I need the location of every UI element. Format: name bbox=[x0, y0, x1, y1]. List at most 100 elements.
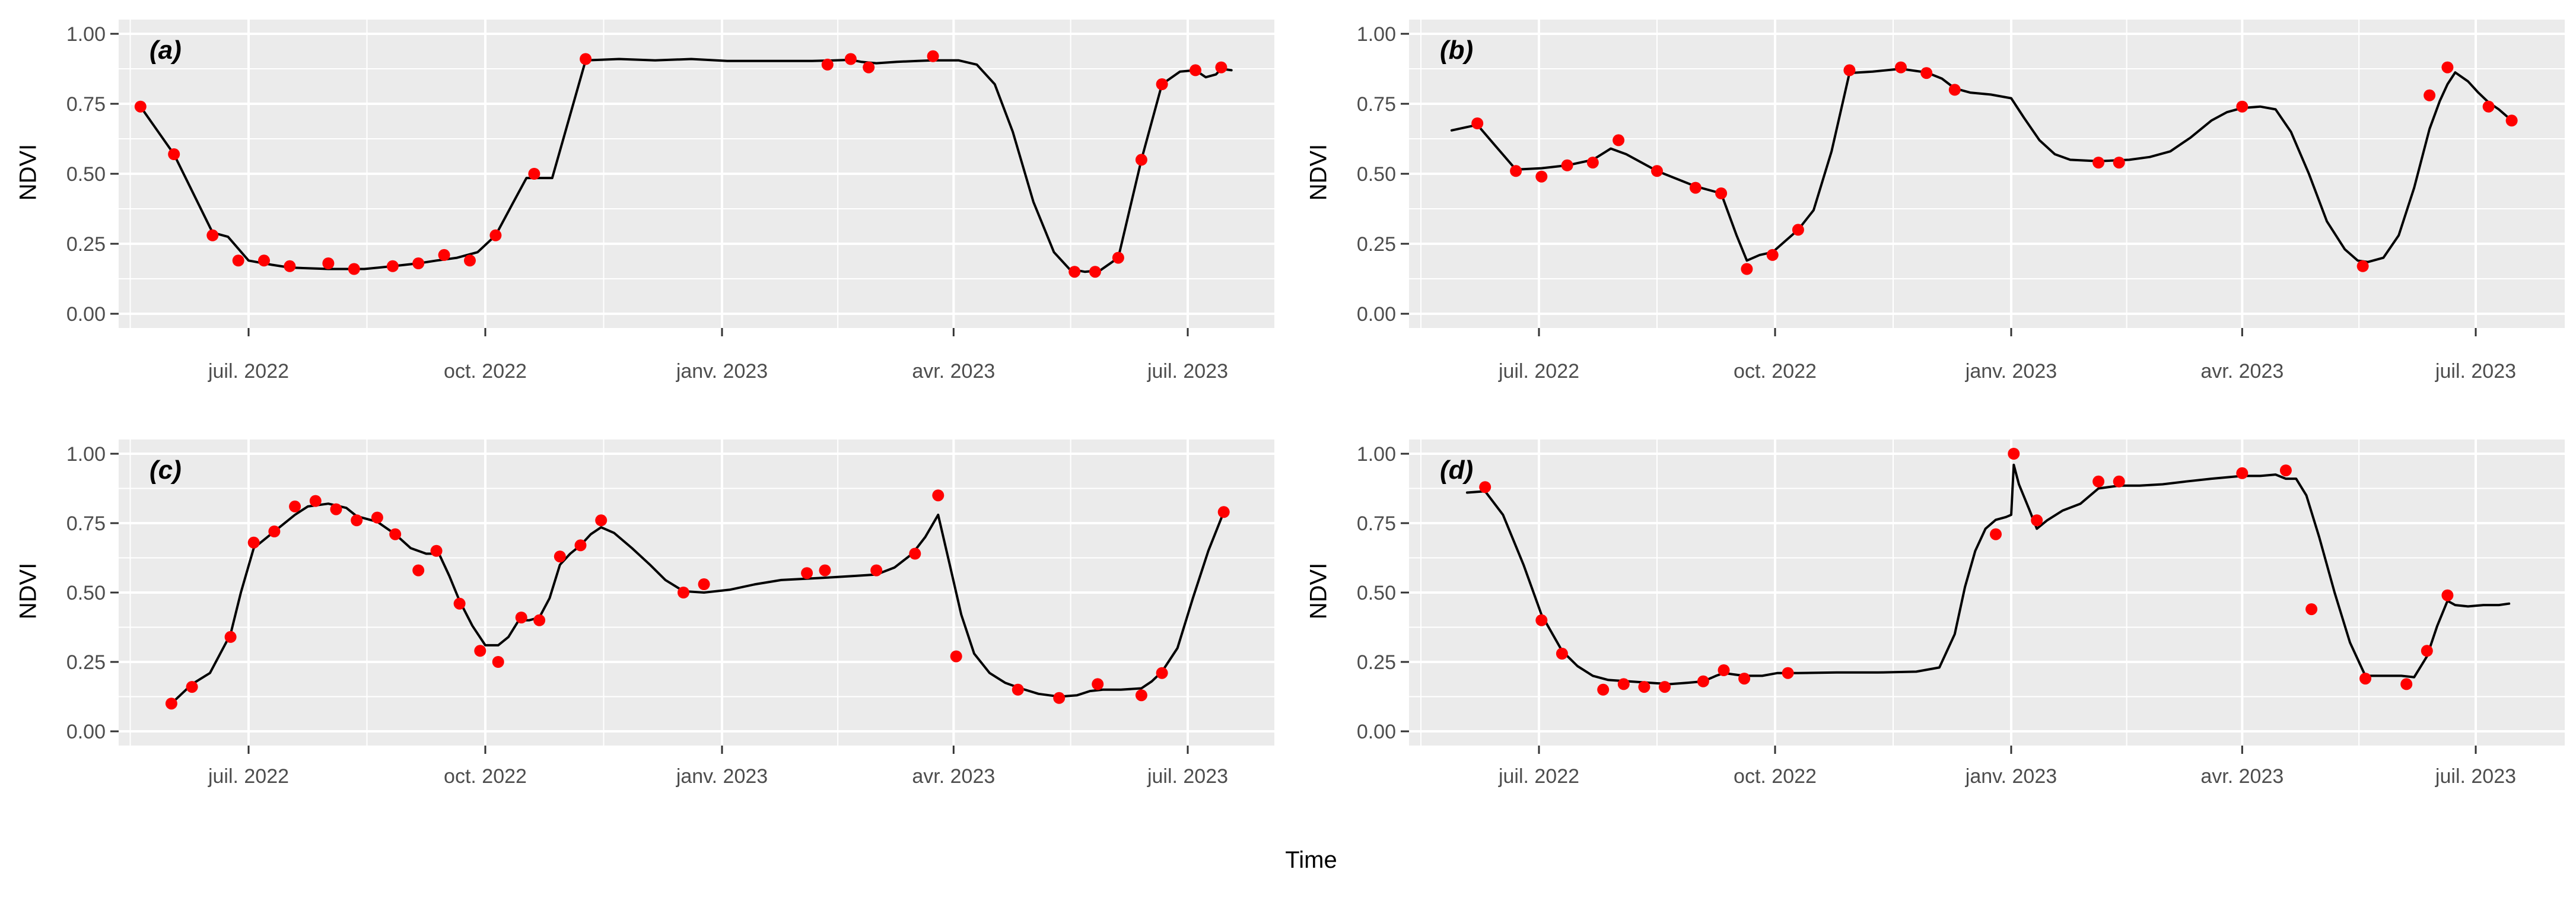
x-tick-label: juil. 2022 bbox=[1498, 360, 1579, 383]
x-tick-label: juil. 2023 bbox=[2435, 360, 2516, 383]
ndvi-observation-point bbox=[533, 614, 546, 626]
ndvi-observation-point bbox=[909, 547, 921, 560]
y-tick-label: 1.00 bbox=[1357, 443, 1396, 466]
ndvi-observation-point bbox=[2441, 589, 2454, 601]
ndvi-observation-point bbox=[389, 528, 402, 540]
ndvi-observation-point bbox=[1215, 61, 1227, 74]
ndvi-observation-point bbox=[1135, 154, 1147, 166]
panel-tag-a: (a) bbox=[150, 36, 182, 65]
ndvi-observation-point bbox=[1156, 667, 1168, 679]
ndvi-observation-point bbox=[1597, 683, 1610, 696]
ndvi-observation-point bbox=[554, 550, 566, 563]
ndvi-observation-point bbox=[528, 168, 540, 180]
ndvi-observation-point bbox=[2008, 448, 2020, 460]
y-tick-label: 0.25 bbox=[66, 233, 106, 256]
x-tick-label: avr. 2023 bbox=[912, 765, 995, 788]
ndvi-observation-point bbox=[2092, 157, 2105, 169]
ndvi-observation-point bbox=[386, 260, 399, 272]
ndvi-observation-point bbox=[2482, 100, 2495, 113]
y-tick-label: 1.00 bbox=[66, 443, 106, 466]
ndvi-observation-point bbox=[284, 260, 296, 272]
ndvi-observation-point bbox=[492, 656, 504, 668]
ndvi-observation-point bbox=[168, 148, 180, 160]
ndvi-observation-point bbox=[412, 564, 425, 577]
ndvi-observation-point bbox=[1156, 78, 1168, 90]
x-tick-label: oct. 2022 bbox=[1734, 360, 1817, 383]
ndvi-observation-point bbox=[1217, 506, 1230, 518]
ndvi-observation-point bbox=[2092, 475, 2105, 488]
x-tick-label: janv. 2023 bbox=[676, 765, 768, 788]
x-tick-label: avr. 2023 bbox=[2200, 360, 2284, 383]
ndvi-observation-point bbox=[927, 50, 939, 62]
ndvi-observation-point bbox=[258, 254, 270, 267]
x-tick-label: juil. 2023 bbox=[2435, 765, 2516, 788]
ndvi-observation-point bbox=[2236, 100, 2249, 113]
x-tick-label: oct. 2022 bbox=[1734, 765, 1817, 788]
y-axis-title-c: NDVI bbox=[15, 562, 42, 620]
ndvi-observation-point bbox=[1738, 673, 1751, 685]
ndvi-observation-point bbox=[580, 53, 592, 65]
ndvi-observation-point bbox=[1586, 157, 1599, 169]
x-tick-label: avr. 2023 bbox=[912, 360, 995, 383]
ndvi-observation-point bbox=[2236, 467, 2249, 479]
ndvi-observation-point bbox=[1112, 251, 1124, 264]
ndvi-observation-point bbox=[1697, 675, 1709, 687]
ndvi-observation-point bbox=[206, 229, 219, 241]
ndvi-observation-point bbox=[678, 587, 689, 598]
ndvi-observation-point bbox=[348, 263, 360, 275]
ndvi-observation-point bbox=[2421, 645, 2433, 657]
ndvi-observation-point bbox=[863, 61, 875, 74]
y-tick-label: 1.00 bbox=[66, 23, 106, 46]
ndvi-observation-point bbox=[1556, 648, 1568, 660]
ndvi-observation-point bbox=[1613, 134, 1625, 147]
x-tick-label: oct. 2022 bbox=[444, 765, 527, 788]
ndvi-observation-point bbox=[844, 53, 857, 65]
x-tick-label: oct. 2022 bbox=[444, 360, 527, 383]
ndvi-observation-point bbox=[1659, 681, 1671, 693]
ndvi-observation-point bbox=[1068, 266, 1081, 278]
ndvi-observation-point bbox=[1741, 263, 1753, 275]
ndvi-observation-point bbox=[819, 564, 831, 577]
ndvi-observation-point bbox=[1092, 678, 1104, 690]
ndvi-observation-point bbox=[2441, 61, 2454, 74]
panel-tag-b: (b) bbox=[1440, 36, 1474, 65]
ndvi-observation-point bbox=[2113, 475, 2125, 488]
ndvi-observation-point bbox=[232, 254, 244, 267]
y-tick-label: 0.00 bbox=[1357, 303, 1396, 326]
ndvi-observation-point bbox=[1012, 683, 1024, 696]
ndvi-observation-point bbox=[1053, 692, 1066, 704]
ndvi-observation-point bbox=[1782, 667, 1794, 679]
ndvi-observation-point bbox=[801, 567, 813, 579]
x-tick-label: juil. 2022 bbox=[1498, 765, 1579, 788]
ndvi-observation-point bbox=[870, 564, 883, 577]
ndvi-observation-point bbox=[224, 630, 237, 643]
ndvi-observation-point bbox=[309, 495, 322, 507]
y-tick-label: 0.00 bbox=[1357, 721, 1396, 743]
ndvi-observation-point bbox=[134, 100, 147, 113]
y-tick-label: 0.75 bbox=[1357, 512, 1396, 535]
y-axis-title-d: NDVI bbox=[1305, 562, 1332, 620]
panel-tag-c: (c) bbox=[150, 456, 182, 485]
ndvi-observation-point bbox=[950, 650, 962, 663]
ndvi-observation-point bbox=[1561, 159, 1573, 171]
y-tick-label: 0.25 bbox=[1357, 233, 1396, 256]
ndvi-observation-point bbox=[2424, 89, 2436, 101]
ndvi-observation-point bbox=[1792, 224, 1804, 236]
ndvi-observation-point bbox=[330, 503, 342, 515]
x-axis-title: Time bbox=[1285, 847, 1337, 873]
y-axis-title-a: NDVI bbox=[15, 144, 42, 201]
y-tick-label: 0.25 bbox=[66, 651, 106, 674]
y-tick-label: 0.00 bbox=[66, 721, 106, 743]
ndvi-observation-point bbox=[464, 254, 476, 267]
ndvi-observation-point bbox=[1895, 61, 1907, 74]
ndvi-observation-point bbox=[2505, 114, 2518, 127]
x-tick-label: juil. 2022 bbox=[208, 360, 289, 383]
ndvi-observation-point bbox=[186, 681, 198, 693]
x-tick-label: janv. 2023 bbox=[1965, 360, 2057, 383]
ndvi-observation-point bbox=[1535, 170, 1548, 183]
ndvi-observation-point bbox=[698, 578, 710, 590]
ndvi-observation-point bbox=[489, 229, 502, 241]
ndvi-observation-point bbox=[2279, 464, 2292, 477]
ndvi-observation-point bbox=[2305, 603, 2318, 616]
